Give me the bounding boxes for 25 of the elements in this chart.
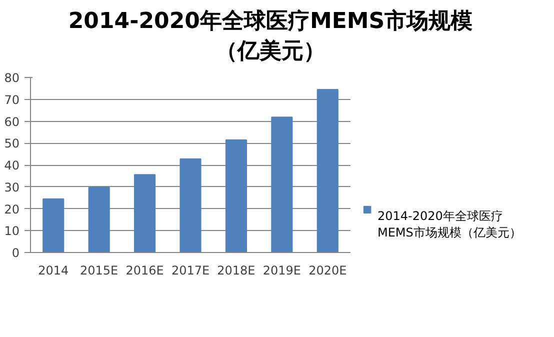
x-tick-label: 2015E xyxy=(80,264,118,278)
y-tick-label: 0 xyxy=(12,246,20,260)
bar xyxy=(316,89,338,252)
y-tick-label: 80 xyxy=(4,71,20,85)
bar xyxy=(88,186,110,252)
bar xyxy=(180,158,202,252)
y-tick-label: 70 xyxy=(4,92,20,107)
x-tick-label: 2014 xyxy=(38,264,69,278)
bar xyxy=(134,174,156,252)
x-tick-label: 2017E xyxy=(171,264,210,278)
y-tick-label: 20 xyxy=(4,202,20,216)
y-tick-label: 40 xyxy=(4,158,20,172)
x-tick-label: 2019E xyxy=(262,264,301,278)
y-tick-label: 50 xyxy=(4,136,20,151)
chart-title: 2014-2020年全球医疗MEMS市场规模（亿美元） xyxy=(68,8,473,64)
y-tick-label: 30 xyxy=(4,180,20,194)
x-tick-label: 2016E xyxy=(126,264,164,278)
bar xyxy=(271,116,293,252)
y-tick-label: 60 xyxy=(4,114,20,129)
x-tick-label: 2018E xyxy=(217,264,256,278)
y-tick-label: 10 xyxy=(4,224,20,238)
legend-label: 2014-2020年全球医疗MEMS市场规模（亿美元） xyxy=(378,208,522,240)
bar xyxy=(42,198,64,252)
bar xyxy=(225,139,247,252)
x-tick-label: 2020E xyxy=(308,264,347,278)
